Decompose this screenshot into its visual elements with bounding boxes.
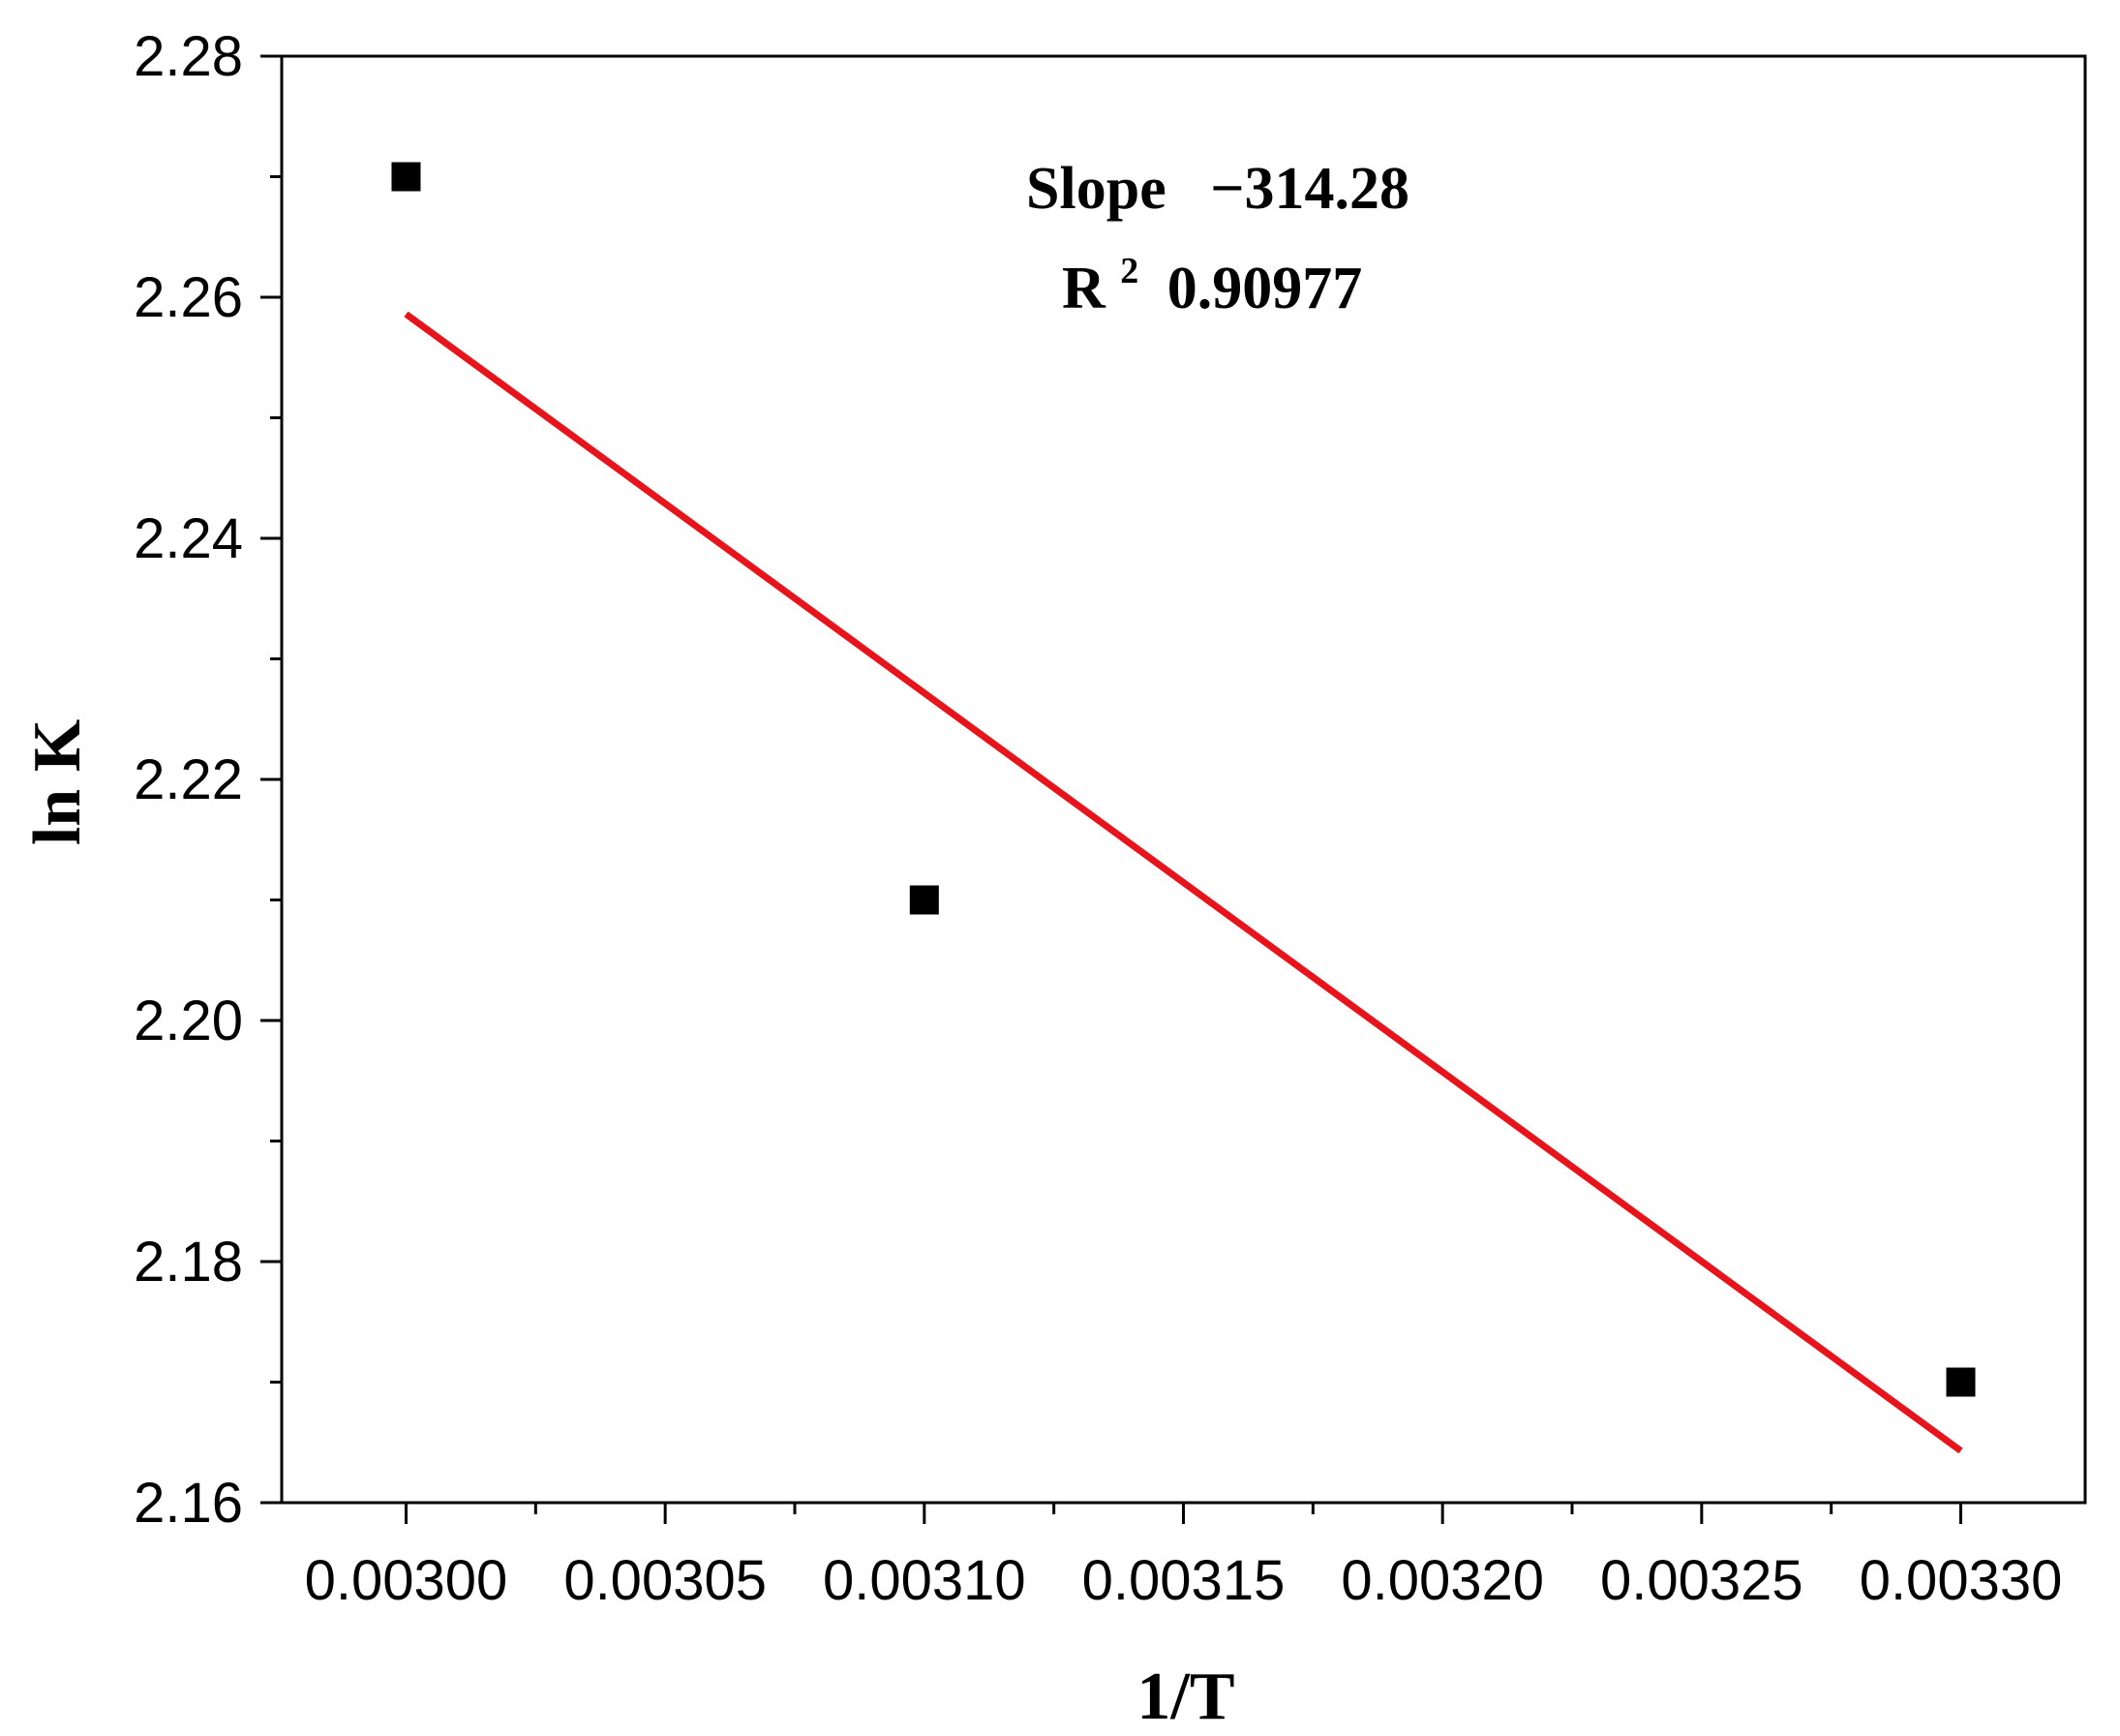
y-axis-ticks <box>260 54 282 1505</box>
y-axis-tick-labels: 2.16 2.18 2.20 2.22 2.24 2.26 2.28 <box>134 25 243 1535</box>
y-tick-label: 2.28 <box>134 25 243 88</box>
data-point <box>1946 1367 1976 1397</box>
x-axis-tick-labels: 0.00300 0.00305 0.00310 0.00315 0.00320 0.003… <box>305 1549 2063 1612</box>
r2-annotation: R 2 0.90977 <box>1062 230 1362 321</box>
r2-label: R <box>1062 256 1106 321</box>
y-tick-label: 2.24 <box>134 507 243 570</box>
slope-label: Slope <box>1026 156 1166 222</box>
x-tick-label: 0.00330 <box>1860 1549 2063 1612</box>
slope-annotation: Slope −314.28 <box>1026 156 1409 222</box>
x-tick-label: 0.00305 <box>563 1549 767 1612</box>
data-point <box>909 885 939 915</box>
y-tick-label: 2.26 <box>134 266 243 329</box>
r2-value: 0.90977 <box>1167 256 1363 321</box>
plot-frame <box>280 54 2087 1505</box>
fit-line <box>404 311 1963 1454</box>
y-axis-title: ln K <box>20 719 95 845</box>
data-point <box>391 162 421 192</box>
x-tick-label: 0.00320 <box>1341 1549 1544 1612</box>
x-axis-title: 1/T <box>1136 1660 1234 1734</box>
y-tick-label: 2.16 <box>134 1472 243 1535</box>
data-points <box>391 162 1976 1397</box>
x-tick-label: 0.00315 <box>1082 1549 1286 1612</box>
y-tick-label: 2.22 <box>134 748 243 811</box>
x-axis-ticks <box>404 1503 1963 1524</box>
x-tick-label: 0.00325 <box>1600 1549 1803 1612</box>
slope-value: −314.28 <box>1210 156 1409 222</box>
x-tick-label: 0.00300 <box>305 1549 508 1612</box>
y-tick-label: 2.18 <box>134 1231 243 1294</box>
x-tick-label: 0.00310 <box>823 1549 1026 1612</box>
y-tick-label: 2.20 <box>134 990 243 1052</box>
r2-superscript: 2 <box>1120 251 1138 291</box>
